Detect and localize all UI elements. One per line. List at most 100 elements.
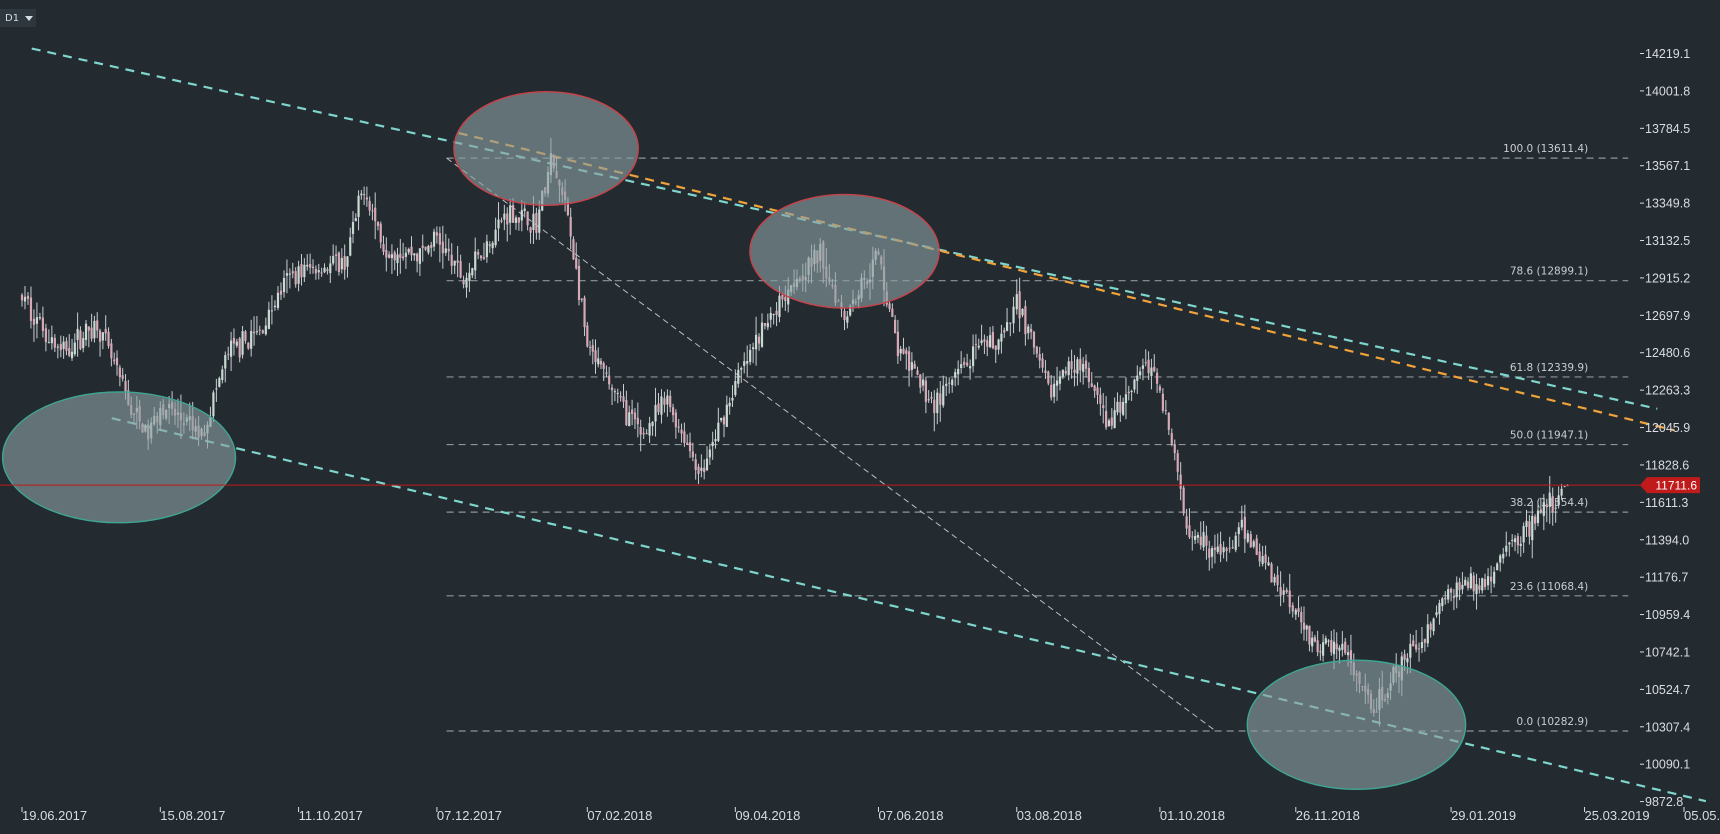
candle — [1194, 529, 1197, 544]
candle — [1090, 372, 1093, 388]
candle — [686, 434, 689, 446]
candle — [1024, 300, 1027, 346]
candle — [421, 234, 424, 262]
candle — [1481, 577, 1484, 594]
candle — [306, 254, 309, 271]
candle-body — [636, 417, 639, 425]
candle-body — [84, 323, 88, 340]
candle-body — [948, 382, 951, 384]
candle — [1044, 360, 1047, 379]
candle-body — [1338, 647, 1341, 651]
candle — [1012, 296, 1015, 334]
candle-body — [896, 331, 899, 357]
candle-body — [1061, 369, 1064, 377]
candle-body — [763, 323, 767, 326]
candle-body — [503, 213, 506, 220]
candle — [1554, 501, 1557, 523]
candle — [474, 237, 477, 280]
candle — [503, 204, 506, 231]
candle-body — [1311, 637, 1314, 647]
candle-body — [711, 441, 714, 447]
candle-body — [382, 244, 385, 252]
candle-body — [1179, 474, 1182, 489]
candle-body — [1447, 589, 1450, 600]
candle — [62, 336, 65, 359]
candle — [599, 358, 603, 370]
candle-body — [622, 396, 625, 402]
candle — [1513, 535, 1517, 552]
candle — [410, 236, 413, 261]
timeframe-selector[interactable]: D1 — [0, 9, 36, 27]
candle-body — [613, 391, 616, 393]
candle-body — [1021, 308, 1024, 316]
candle — [427, 244, 430, 255]
candle-body — [1548, 492, 1551, 507]
candle-body — [1090, 383, 1093, 387]
candle — [1067, 356, 1070, 381]
candle — [121, 368, 124, 382]
candle-body — [1044, 370, 1047, 374]
candle — [1531, 501, 1534, 559]
y-tick-label: 9872.8 — [1645, 795, 1683, 809]
candle-body — [1055, 380, 1059, 386]
candle — [939, 381, 942, 422]
candle-body — [686, 442, 689, 445]
candle — [988, 326, 992, 349]
candle-body — [1087, 367, 1091, 382]
candle-body — [432, 231, 436, 247]
candle-body — [902, 348, 905, 354]
candle-body — [1288, 590, 1291, 608]
x-tick-label: 03.08.2018 — [1017, 808, 1082, 823]
candle-body — [1153, 366, 1156, 372]
candle — [320, 267, 323, 277]
candle — [608, 366, 611, 390]
candle — [1047, 370, 1050, 386]
candle-body — [70, 351, 74, 359]
candle-body — [1047, 371, 1050, 384]
candle — [1199, 521, 1202, 550]
candle-body — [1341, 643, 1344, 650]
candle-body — [300, 264, 303, 278]
candle-body — [1136, 375, 1139, 381]
candle — [1252, 539, 1255, 549]
candle — [1563, 485, 1566, 488]
candle-body — [404, 252, 408, 257]
candle — [500, 217, 503, 224]
candle-body — [1415, 644, 1418, 650]
y-tick-label: 11176.7 — [1645, 571, 1688, 585]
candle — [255, 316, 259, 336]
candle-body — [1188, 525, 1191, 538]
candle-body — [688, 442, 692, 452]
candle-body — [1024, 306, 1027, 335]
y-tick-label: 11828.6 — [1645, 458, 1689, 472]
candle — [945, 376, 948, 396]
candle — [688, 432, 692, 458]
candle — [1545, 498, 1548, 523]
candle — [1305, 624, 1308, 642]
candle — [1423, 638, 1426, 652]
candle-body — [32, 318, 36, 325]
candle-body — [20, 294, 24, 301]
candle — [1202, 521, 1205, 551]
candle — [1294, 607, 1297, 621]
candle — [1158, 384, 1162, 394]
candle — [1551, 487, 1554, 526]
candle — [334, 245, 338, 271]
candle-body — [68, 348, 71, 356]
candle — [288, 268, 291, 289]
candle-body — [407, 248, 410, 253]
candle-body — [924, 380, 927, 403]
candle-body — [1438, 603, 1441, 614]
candle-body — [905, 350, 908, 355]
candle-body — [1231, 547, 1234, 549]
candle — [79, 326, 82, 351]
candle — [450, 243, 453, 275]
candle — [896, 319, 899, 364]
candle — [902, 337, 905, 355]
candle — [954, 368, 957, 387]
candle — [888, 301, 891, 312]
ellipse-peak-may-2018 — [749, 193, 940, 309]
candle — [1478, 578, 1481, 594]
candle-body — [1557, 495, 1560, 506]
